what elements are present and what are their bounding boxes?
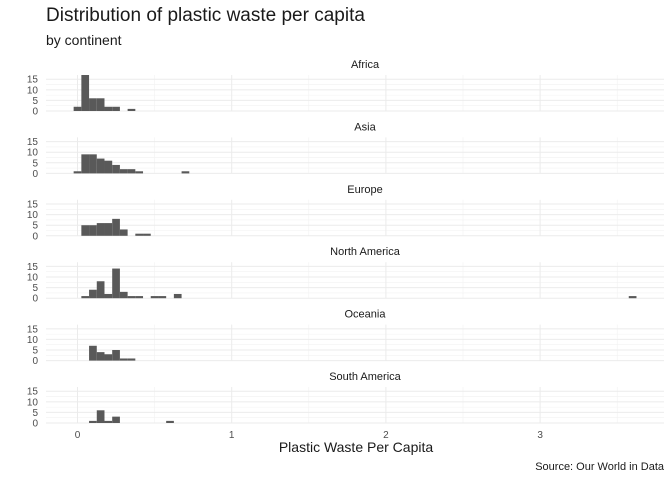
- histogram-bar: [112, 268, 120, 299]
- y-tick-label: 0: [32, 294, 38, 305]
- y-tick-label: 10: [27, 85, 39, 96]
- histogram-bar: [89, 420, 97, 423]
- histogram-bar: [81, 154, 90, 174]
- facet-strip-label: North America: [330, 246, 401, 258]
- y-tick-label: 5: [32, 158, 38, 169]
- y-tick-label: 15: [27, 200, 39, 211]
- histogram-bar: [104, 420, 113, 423]
- y-tick-label: 5: [32, 346, 38, 357]
- y-tick-label: 15: [27, 262, 39, 273]
- x-axis-title: Plastic Waste Per Capita: [279, 439, 434, 455]
- histogram-bar: [112, 164, 120, 174]
- histogram-bar: [96, 281, 105, 299]
- y-tick-label: 0: [32, 107, 38, 118]
- histogram-bar: [112, 106, 120, 111]
- histogram-bar: [628, 296, 637, 299]
- histogram-bar: [135, 171, 144, 174]
- histogram-bar: [73, 171, 82, 174]
- histogram-bar: [81, 225, 90, 236]
- facet-strip-label: Oceania: [345, 309, 387, 321]
- y-tick-label: 10: [27, 273, 39, 284]
- histogram-bar: [127, 358, 136, 361]
- histogram-bar: [89, 289, 97, 299]
- x-tick-label: 3: [537, 430, 543, 441]
- y-tick-label: 5: [32, 221, 38, 232]
- facet-strip-label: Asia: [354, 121, 376, 133]
- histogram-bar: [104, 106, 113, 111]
- y-tick-label: 10: [27, 148, 39, 159]
- histogram-bar: [112, 350, 120, 361]
- histogram-bar: [104, 293, 113, 299]
- histogram-bar: [89, 225, 97, 236]
- histogram-bar: [181, 171, 190, 174]
- y-tick-label: 0: [32, 356, 38, 367]
- histogram-bar: [96, 98, 105, 111]
- histogram-bar: [104, 223, 113, 236]
- y-tick-label: 10: [27, 335, 39, 346]
- y-tick-label: 0: [32, 169, 38, 180]
- histogram-bar: [96, 410, 105, 423]
- histogram-bar: [119, 229, 128, 236]
- histogram-bar: [112, 416, 120, 423]
- y-tick-label: 0: [32, 419, 38, 430]
- histogram-bar: [81, 296, 90, 299]
- y-tick-label: 5: [32, 283, 38, 294]
- chart-caption: Source: Our World in Data: [535, 461, 665, 473]
- y-tick-label: 15: [27, 387, 39, 398]
- y-tick-label: 15: [27, 75, 39, 86]
- x-tick-label: 2: [383, 430, 389, 441]
- histogram-bar: [89, 345, 97, 361]
- histogram-bar: [127, 296, 136, 299]
- histogram-bar: [119, 358, 128, 361]
- histogram-bar: [73, 106, 82, 111]
- facet-strip-label: Africa: [351, 59, 380, 71]
- histogram-bar: [166, 420, 174, 423]
- histogram-bar: [158, 296, 167, 299]
- histogram-bar: [119, 169, 128, 174]
- x-axis: 0 1 2 3: [75, 430, 544, 441]
- histogram-bar: [119, 291, 128, 299]
- y-tick-label: 10: [27, 210, 39, 221]
- histogram-bar: [127, 169, 136, 174]
- histogram-bar: [112, 218, 120, 236]
- histogram-bar: [150, 296, 159, 299]
- y-tick-label: 5: [32, 96, 38, 107]
- histogram-bar: [127, 108, 136, 111]
- y-tick-label: 0: [32, 231, 38, 242]
- facet-panels: Africa051015Asia051015Europe051015North …: [27, 59, 664, 430]
- histogram-bar: [104, 354, 113, 361]
- histogram-bar: [135, 233, 144, 236]
- facet-strip-label: South America: [329, 371, 401, 383]
- x-tick-label: 0: [75, 430, 81, 441]
- histogram-bar: [89, 98, 97, 111]
- histogram-bar: [143, 233, 151, 236]
- x-tick-label: 1: [229, 430, 235, 441]
- y-tick-label: 10: [27, 397, 39, 408]
- chart-subtitle: by continent: [46, 32, 122, 48]
- chart-title: Distribution of plastic waste per capita: [46, 5, 365, 26]
- y-tick-label: 5: [32, 408, 38, 419]
- histogram-bar: [81, 75, 90, 111]
- histogram-bar: [89, 154, 97, 174]
- histogram-bar: [135, 296, 144, 299]
- histogram-bar: [96, 223, 105, 236]
- y-tick-label: 15: [27, 324, 39, 335]
- histogram-bar: [173, 293, 182, 299]
- y-tick-label: 15: [27, 137, 39, 148]
- histogram-bar: [96, 352, 105, 361]
- histogram-bar: [104, 160, 113, 174]
- histogram-bar: [96, 158, 105, 174]
- facet-strip-label: Europe: [347, 184, 382, 196]
